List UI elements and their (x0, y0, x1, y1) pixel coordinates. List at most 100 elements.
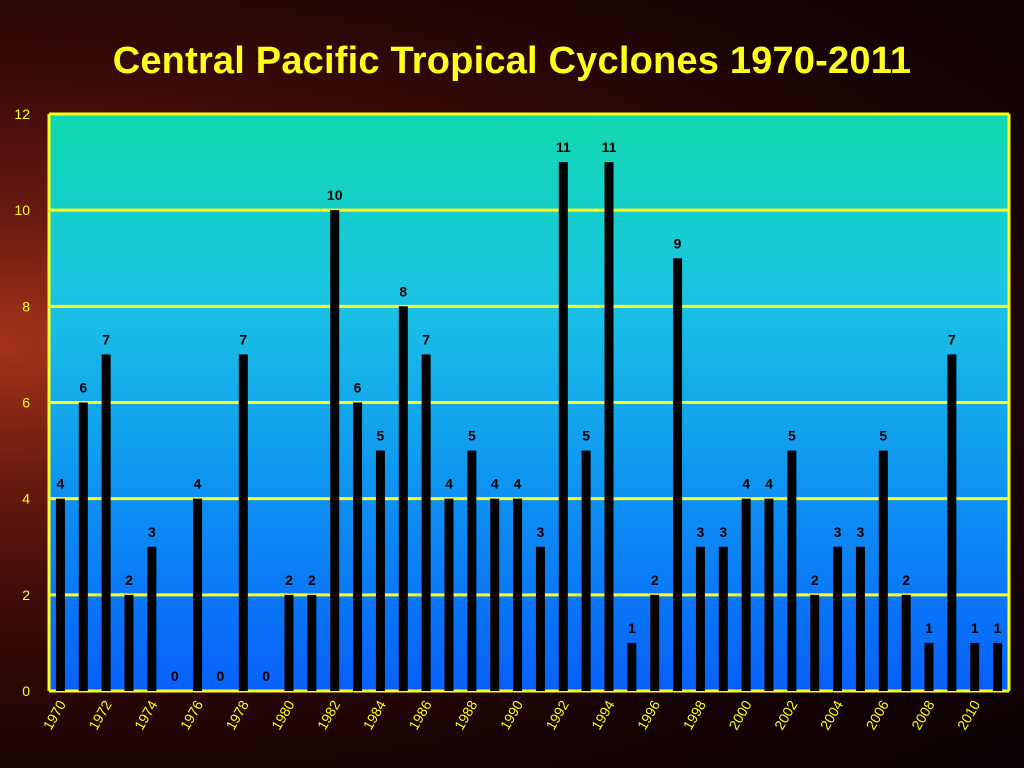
data-label-1974: 3 (148, 524, 156, 540)
data-label-1979: 0 (262, 668, 270, 684)
bar-1972 (101, 354, 111, 691)
bar-2006 (878, 450, 888, 691)
bar-2009 (947, 354, 957, 691)
x-tick-label: 2008 (908, 697, 938, 732)
data-label-1995: 1 (628, 620, 636, 636)
x-tick-label: 2002 (771, 697, 801, 732)
data-label-2003: 2 (811, 572, 819, 588)
y-tick-label: 4 (22, 491, 30, 507)
data-label-1978: 7 (239, 331, 247, 347)
data-label-1975: 0 (171, 668, 179, 684)
x-tick-label: 1970 (40, 697, 70, 732)
data-label-2005: 3 (857, 524, 865, 540)
chart-title: Central Pacific Tropical Cyclones 1970-2… (112, 40, 912, 82)
bar-2000 (741, 498, 751, 691)
data-label-1977: 0 (217, 668, 225, 684)
y-tick-label: 12 (14, 106, 30, 122)
y-tick-label: 8 (22, 298, 30, 314)
bar-1988 (467, 450, 477, 691)
data-label-2004: 3 (834, 524, 842, 540)
y-tick-label: 6 (22, 395, 30, 411)
bar-1989 (490, 498, 500, 691)
bar-1991 (535, 546, 545, 691)
bar-2001 (764, 498, 774, 691)
x-tick-label: 1986 (405, 697, 435, 732)
x-tick-label: 2000 (725, 697, 755, 732)
data-label-1986: 7 (422, 331, 430, 347)
x-tick-label: 1996 (634, 697, 664, 732)
x-tick-label: 1990 (497, 697, 527, 732)
bar-1995 (627, 642, 637, 691)
data-label-1994: 11 (602, 139, 617, 155)
data-label-1981: 2 (308, 572, 316, 588)
bar-2011 (993, 642, 1003, 691)
x-tick-label: 1982 (314, 697, 344, 732)
data-label-2011: 1 (994, 620, 1002, 636)
x-axis-ticks: 1970 1972 1974 1976 1978 1980 1982 1984 1986 1988… (40, 697, 984, 732)
data-label-1992: 11 (556, 139, 571, 155)
data-label-1998: 3 (697, 524, 705, 540)
data-label-1982: 10 (327, 187, 343, 203)
bar-2010 (970, 642, 980, 691)
bar-1980 (284, 594, 294, 691)
data-label-1970: 4 (57, 476, 65, 492)
data-label-1976: 4 (194, 476, 202, 492)
y-tick-label: 2 (22, 587, 30, 603)
bar-1976 (193, 498, 203, 691)
data-label-1997: 9 (674, 235, 682, 251)
x-tick-label: 2004 (817, 697, 847, 732)
x-tick-label: 1994 (588, 697, 618, 732)
data-label-2009: 7 (948, 331, 956, 347)
data-label-2010: 1 (971, 620, 979, 636)
data-label-1996: 2 (651, 572, 659, 588)
bar-1981 (307, 594, 317, 691)
data-label-1984: 5 (377, 428, 385, 444)
x-tick-label: 1978 (222, 697, 252, 732)
data-label-1990: 4 (514, 476, 522, 492)
data-label-2002: 5 (788, 428, 796, 444)
bar-1994 (604, 162, 614, 692)
bar-1982 (330, 210, 340, 691)
data-label-1989: 4 (491, 476, 499, 492)
y-axis-ticks: 0 2 4 6 8 10 12 (14, 106, 30, 699)
y-tick-label: 10 (14, 202, 30, 218)
data-label-1972: 7 (102, 331, 110, 347)
data-label-1973: 2 (125, 572, 133, 588)
bar-2007 (901, 594, 911, 691)
data-label-1983: 6 (354, 380, 362, 396)
x-tick-label: 1984 (360, 697, 390, 732)
data-label-2000: 4 (742, 476, 750, 492)
bar-1984 (375, 450, 385, 691)
x-tick-label: 1974 (131, 697, 161, 732)
data-label-2008: 1 (925, 620, 933, 636)
data-label-1999: 3 (719, 524, 727, 540)
bars (55, 162, 1003, 692)
x-tick-label: 1988 (451, 697, 481, 732)
bar-2008 (924, 642, 934, 691)
y-tick-label: 0 (22, 683, 30, 699)
data-label-1991: 3 (537, 524, 545, 540)
bar-2004 (833, 546, 843, 691)
data-label-2001: 4 (765, 476, 773, 492)
bar-1998 (695, 546, 705, 691)
bar-2005 (855, 546, 865, 691)
bar-1983 (353, 402, 363, 691)
bar-1996 (650, 594, 660, 691)
x-tick-label: 2010 (954, 697, 984, 732)
data-label-1980: 2 (285, 572, 293, 588)
gridlines (47, 112, 1011, 693)
bar-1990 (513, 498, 523, 691)
data-label-2006: 5 (879, 428, 887, 444)
x-tick-label: 2006 (862, 697, 892, 732)
bar-1999 (718, 546, 728, 691)
bar-2003 (810, 594, 820, 691)
data-label-1993: 5 (582, 428, 590, 444)
bar-1974 (147, 546, 157, 691)
bar-1986 (421, 354, 431, 691)
x-tick-label: 1998 (680, 697, 710, 732)
bar-1978 (238, 354, 248, 691)
bar-1971 (78, 402, 88, 691)
x-tick-label: 1980 (268, 697, 298, 732)
